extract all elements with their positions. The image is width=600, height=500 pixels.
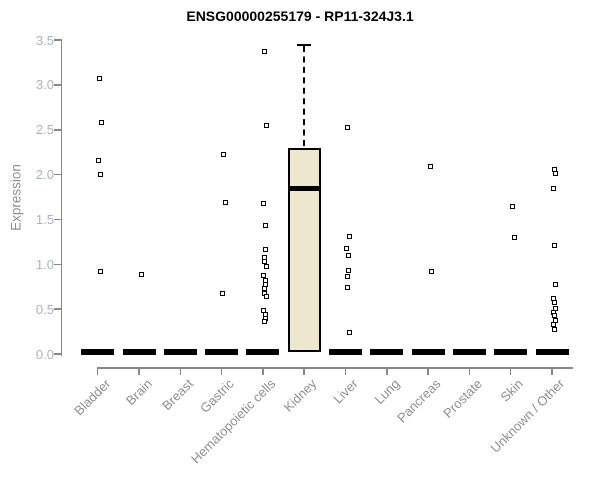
- data-point: [263, 122, 269, 128]
- x-axis-category-label: Skin: [497, 376, 527, 405]
- x-axis-tick: [468, 368, 471, 375]
- data-point: [220, 290, 226, 296]
- data-point: [96, 157, 102, 163]
- data-point: [551, 327, 557, 333]
- x-axis-category-label: Brain: [122, 376, 155, 409]
- data-point: [345, 125, 350, 131]
- x-axis-tick: [551, 368, 553, 375]
- data-point: [346, 233, 352, 239]
- y-axis-tick-label: 2.0: [35, 167, 54, 183]
- data-point: [222, 199, 228, 205]
- data-point: [221, 152, 227, 158]
- data-point: [344, 245, 349, 251]
- zero-boxplot-bar: [494, 349, 528, 356]
- data-point: [510, 204, 516, 210]
- data-point: [263, 263, 269, 269]
- data-point: [98, 268, 104, 274]
- x-axis-tick: [509, 368, 512, 375]
- data-point: [511, 234, 517, 240]
- data-point: [552, 312, 557, 318]
- data-point: [98, 120, 104, 126]
- y-axis-tick: [54, 129, 61, 131]
- y-axis-tick-label: 0.0: [35, 346, 54, 362]
- x-axis-category-label: Unknown / Other: [488, 376, 568, 456]
- y-axis-tick-label: 3.0: [35, 77, 54, 93]
- y-axis-tick: [54, 308, 61, 310]
- data-point: [345, 252, 351, 258]
- data-point: [551, 300, 557, 306]
- chart-title: ENSG00000255179 - RP11-324J3.1: [186, 8, 414, 24]
- x-axis-tick: [386, 368, 388, 375]
- data-point: [346, 268, 351, 274]
- x-axis-category-label: Kidney: [281, 376, 320, 415]
- data-point: [97, 76, 103, 82]
- data-point: [261, 200, 267, 206]
- x-axis-category-label: Liver: [330, 376, 362, 407]
- data-point: [429, 268, 435, 274]
- y-axis-label: Expression: [8, 164, 24, 231]
- data-point: [138, 271, 144, 277]
- data-point: [346, 329, 352, 335]
- zero-boxplot-bar: [370, 349, 404, 356]
- data-point: [427, 164, 433, 170]
- zero-boxplot-bar: [535, 349, 569, 356]
- y-axis-tick-label: 0.5: [35, 301, 54, 317]
- data-point: [263, 246, 269, 252]
- zero-boxplot-bar: [205, 349, 239, 356]
- x-axis-tick: [427, 368, 429, 375]
- x-axis-tick: [220, 368, 223, 375]
- upper-whisker: [303, 45, 306, 146]
- data-point: [553, 171, 558, 177]
- zero-boxplot-bar: [163, 349, 197, 356]
- y-axis-tick: [54, 353, 61, 355]
- zero-boxplot-bar: [329, 349, 362, 356]
- data-point: [550, 186, 556, 192]
- x-axis-category-label: Pancreas: [394, 376, 444, 426]
- data-point: [261, 319, 267, 325]
- data-point: [97, 172, 103, 178]
- data-point: [345, 285, 350, 291]
- data-point: [262, 223, 268, 229]
- y-axis-tick: [54, 218, 61, 221]
- x-axis-category-label: Lung: [371, 376, 403, 408]
- x-axis-line: [97, 367, 573, 369]
- data-point: [551, 321, 556, 327]
- y-axis-tick-label: 3.5: [35, 32, 54, 48]
- x-axis-tick: [303, 368, 305, 375]
- data-point: [344, 274, 350, 280]
- y-axis-tick-label: 1.0: [35, 256, 54, 272]
- x-axis-tick: [96, 368, 99, 375]
- data-point: [552, 242, 557, 248]
- upper-whisker-cap: [297, 43, 312, 46]
- y-axis-tick: [54, 39, 61, 41]
- zero-boxplot-bar: [122, 349, 156, 356]
- x-axis-tick: [262, 368, 264, 375]
- x-axis-category-label: Breast: [158, 376, 196, 414]
- kidney-box: [287, 147, 321, 353]
- y-axis-tick-label: 1.5: [35, 211, 54, 227]
- zero-boxplot-bar: [81, 349, 115, 356]
- median-line: [287, 185, 321, 191]
- y-axis-tick: [54, 263, 61, 266]
- data-point: [263, 294, 269, 300]
- zero-boxplot-bar: [452, 349, 486, 356]
- x-axis-category-label: Bladder: [71, 376, 114, 419]
- x-axis-tick: [138, 368, 140, 375]
- y-axis-tick: [54, 84, 61, 86]
- zero-boxplot-bar: [246, 349, 280, 356]
- data-point: [553, 305, 558, 311]
- x-axis-tick: [344, 368, 347, 375]
- y-axis-tick-label: 2.5: [35, 122, 54, 138]
- y-axis-tick: [54, 173, 61, 176]
- data-point: [262, 49, 268, 55]
- zero-boxplot-bar: [411, 349, 445, 356]
- x-axis-category-label: Prostate: [440, 376, 486, 421]
- y-axis-line: [60, 39, 62, 356]
- x-axis-tick: [179, 368, 182, 375]
- x-axis-category-label: Gastric: [197, 376, 238, 416]
- data-point: [552, 282, 558, 288]
